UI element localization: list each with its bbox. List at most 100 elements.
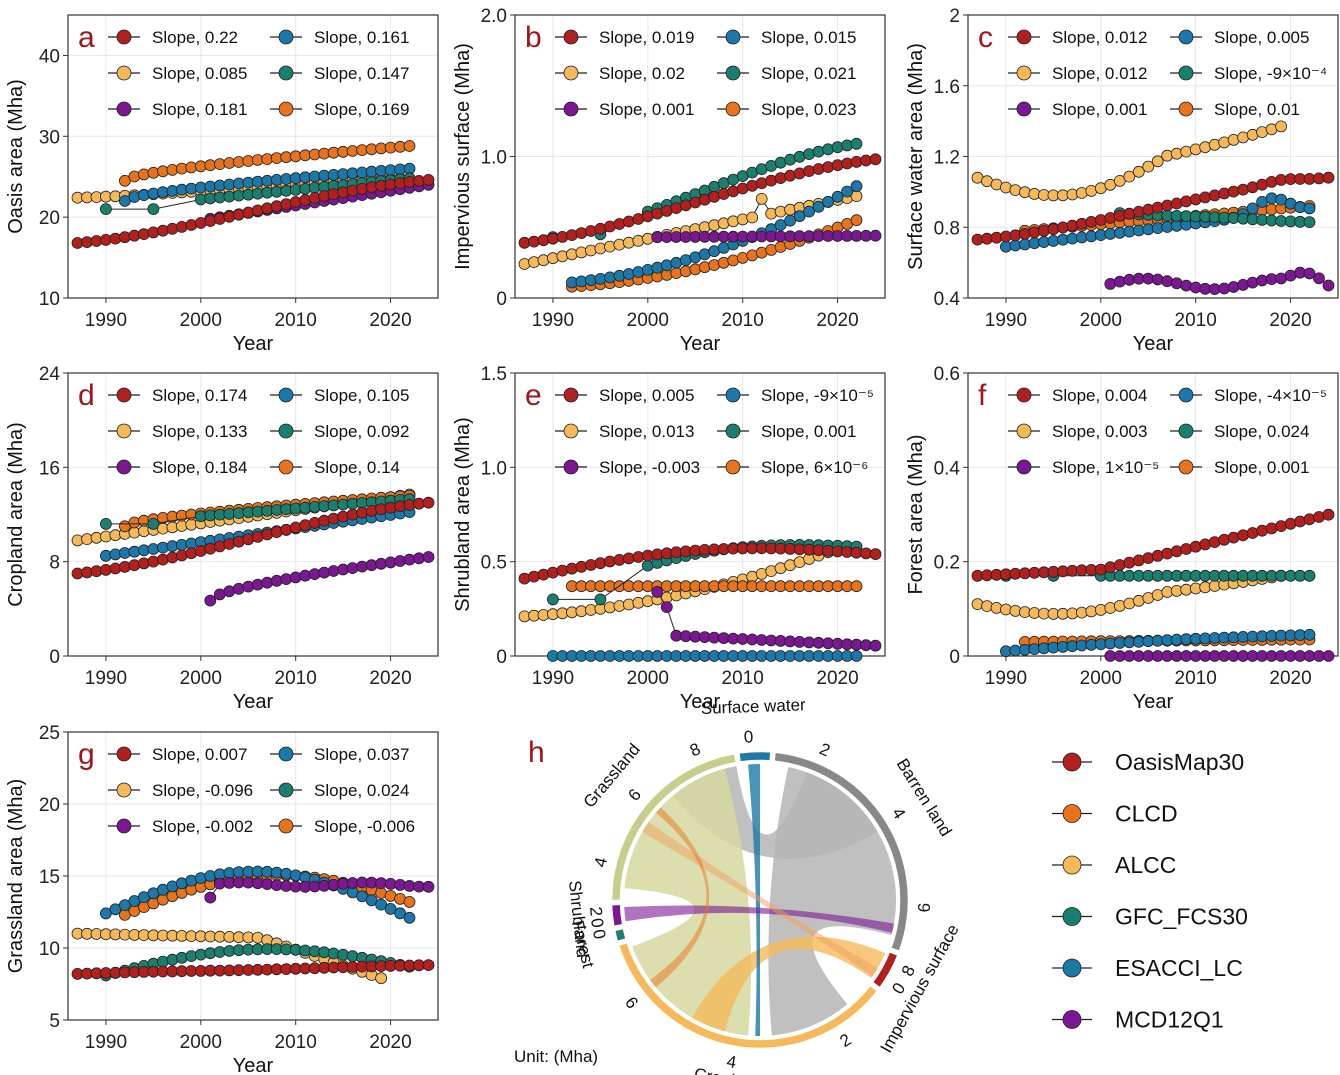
- data-point: [869, 548, 882, 560]
- ribbon-shrub-barren: [624, 905, 894, 933]
- data-point: [337, 186, 350, 199]
- sector-label: Barren land: [893, 755, 956, 840]
- legend-marker: [278, 101, 294, 117]
- series-GFC_FCS30: [100, 493, 416, 530]
- data-point: [147, 518, 160, 530]
- data-point: [1199, 191, 1212, 204]
- series-ESACCI_LC: [100, 865, 416, 924]
- data-point: [270, 200, 283, 213]
- data-point: [1132, 205, 1145, 218]
- data-point: [1151, 155, 1164, 168]
- y-tick-label: 16: [39, 458, 60, 479]
- data-point: [1161, 199, 1174, 212]
- data-point: [547, 566, 559, 579]
- sector-arc: [614, 928, 626, 942]
- data-point: [119, 561, 131, 573]
- data-point: [594, 593, 607, 606]
- data-point: [604, 240, 616, 253]
- series-CLCD: [119, 140, 416, 187]
- data-point: [812, 163, 825, 175]
- data-point: [1047, 223, 1060, 236]
- panel-letter: b: [525, 21, 542, 54]
- y-tick-label: 1.0: [481, 148, 507, 169]
- y-tick-label: 8: [49, 553, 60, 574]
- sector-arc: [611, 904, 623, 926]
- data-point: [128, 516, 141, 529]
- legend-marker: [725, 101, 741, 117]
- data-point: [1161, 149, 1174, 162]
- ribbon-grass-impervious: [642, 821, 878, 977]
- legend-slope-label: Slope, 1×10⁻⁵: [1052, 458, 1159, 477]
- slope-legend: Slope, 0.007 Slope, 0.037 Slope, -0.096 Slo…: [108, 745, 415, 836]
- legend-slope-label: Slope, 6×10⁻⁶: [761, 458, 868, 477]
- x-tick-label: 2020: [1269, 310, 1311, 331]
- legend-slope-label: Slope, -9×10⁻⁵: [761, 386, 874, 405]
- data-point: [850, 180, 863, 193]
- chord-unit-label: Unit: (Mha): [514, 1047, 598, 1066]
- legend-marker: [563, 101, 579, 117]
- series-OasisMap30: [71, 496, 435, 580]
- legend-label: ESACCI_LC: [1115, 955, 1243, 981]
- legend-slope-label: Slope, 0.003: [1052, 422, 1147, 441]
- data-point: [575, 227, 588, 240]
- data-point: [594, 242, 607, 255]
- data-point: [660, 601, 673, 613]
- x-tick-label: 1990: [532, 668, 574, 689]
- x-tick-label: 1990: [85, 1032, 127, 1053]
- data-point: [100, 203, 112, 216]
- data-point: [175, 951, 188, 964]
- dataset-legend: OasisMap30 CLCD ALCC GFC_FCS30 ESACCI_LC MCD1…: [1052, 749, 1248, 1033]
- data-point: [632, 266, 645, 278]
- slope-legend: Slope, 0.22 Slope, 0.161 Slope, 0.085 Slope…: [108, 28, 409, 119]
- data-point: [1322, 171, 1335, 184]
- series-OasisMap30: [71, 959, 435, 980]
- legend-marker: [1178, 387, 1194, 403]
- x-tick-label: 1990: [985, 668, 1027, 689]
- data-point: [1094, 214, 1107, 226]
- data-point: [289, 869, 302, 882]
- panel-letter: c: [978, 21, 993, 54]
- data-point: [784, 203, 796, 216]
- data-point: [1313, 272, 1325, 285]
- legend-marker: [1178, 423, 1194, 439]
- legend-marker: [116, 387, 132, 403]
- sector-tick-label: 0: [589, 928, 610, 941]
- x-axis-label: Year: [680, 333, 721, 355]
- legend-marker: [1062, 804, 1082, 823]
- sector-tick-label: 6: [915, 902, 934, 912]
- data-point: [251, 578, 264, 591]
- legend-marker: [1062, 907, 1082, 926]
- legend-marker: [116, 65, 132, 81]
- data-point: [1189, 193, 1202, 206]
- data-point: [1123, 170, 1136, 183]
- legend-slope-label: Slope, 0.001: [761, 422, 856, 441]
- series-ESACCI_LC: [566, 180, 863, 289]
- legend-marker: [278, 782, 294, 798]
- y-tick-label: 24: [39, 364, 61, 385]
- data-point: [223, 210, 236, 223]
- legend-marker: [1016, 65, 1032, 81]
- data-point: [547, 593, 559, 606]
- ribbon-cropland-grass: [649, 807, 710, 988]
- series-OasisMap30: [518, 153, 882, 249]
- data-point: [346, 508, 359, 521]
- legend-slope-label: Slope, 0.004: [1052, 386, 1147, 405]
- data-point: [1265, 175, 1278, 188]
- legend-slope-label: Slope, 0.021: [761, 64, 856, 83]
- data-point: [822, 143, 834, 156]
- data-point: [194, 217, 207, 229]
- x-tick-label: 2000: [627, 668, 669, 689]
- legend-slope-label: Slope, -0.002: [152, 817, 253, 836]
- x-axis-label: Year: [233, 691, 274, 713]
- legend-slope-label: Slope, 0.169: [314, 100, 409, 119]
- legend-marker: [116, 459, 132, 475]
- y-tick-label: 0.8: [934, 218, 960, 239]
- legend-slope-label: Slope, 0.161: [314, 28, 409, 47]
- sector-tick-label: 4: [725, 1052, 738, 1072]
- x-axis-label: Year: [680, 691, 721, 713]
- data-point: [299, 194, 312, 206]
- legend-marker: [1062, 958, 1082, 978]
- x-tick-label: 2010: [1175, 310, 1217, 331]
- y-tick-label: 10: [39, 289, 60, 310]
- legend-marker: [116, 423, 132, 439]
